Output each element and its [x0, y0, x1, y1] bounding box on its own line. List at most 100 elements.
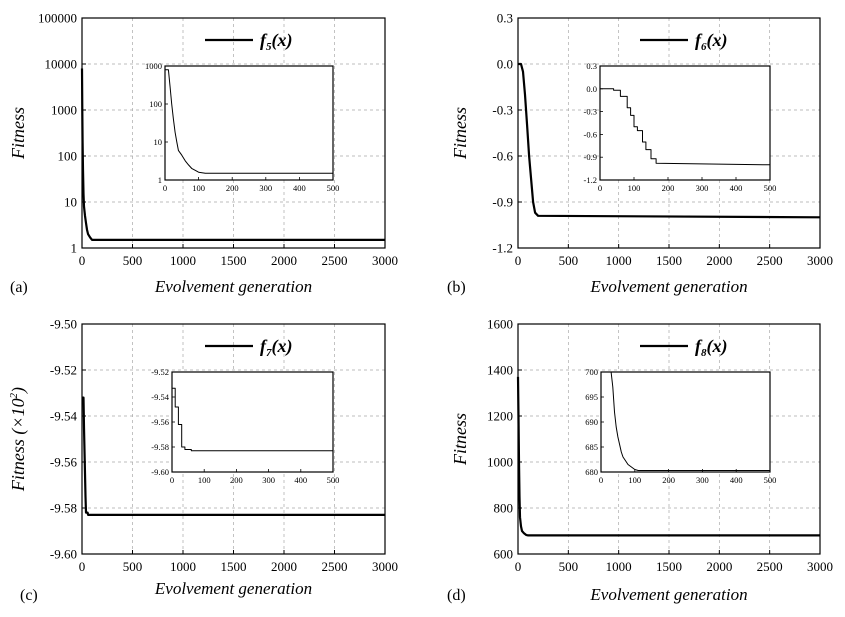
y-tick-label: -9.56 [50, 455, 78, 470]
y-axis-label: Fitness [450, 107, 470, 160]
y-tick-label: 10 [64, 195, 77, 210]
x-tick-label: 0 [79, 559, 86, 574]
inset-y-tick-label: 690 [585, 417, 598, 427]
inset-x-tick-label: 200 [662, 183, 675, 193]
legend: f6(x) [640, 30, 728, 53]
x-tick-label: 1500 [221, 559, 247, 574]
series-line-0 [80, 68, 385, 241]
inset-y-tick-label: 1 [158, 175, 162, 185]
inset-x-tick-label: 500 [327, 475, 340, 485]
legend: f7(x) [205, 336, 293, 359]
series-line-0 [516, 376, 820, 537]
x-tick-label: 1000 [606, 253, 632, 268]
x-tick-label: 2000 [706, 559, 732, 574]
inset-x-tick-label: 500 [327, 183, 340, 193]
inset-c: 0 100 200 300 400 500 -9.60 -9.58 -9.56 -9.54 -9.5… [151, 367, 339, 485]
y-tick-label: -1.2 [492, 241, 513, 256]
inset-y-tick-label: 685 [585, 442, 598, 452]
inset-x-tick-label: 100 [628, 183, 641, 193]
panel-label: (c) [20, 587, 38, 604]
inset-x-tick-label: 400 [730, 475, 743, 485]
inset-y-tick-label: 700 [585, 367, 598, 377]
plot-frame [517, 17, 821, 249]
x-tick-label: 2500 [757, 559, 783, 574]
series-line-0 [518, 62, 821, 219]
x-tick-label: 1500 [656, 559, 682, 574]
x-tick-label: 500 [123, 253, 143, 268]
inset-x-tick-label: 0 [599, 475, 603, 485]
inset-series-line-0 [172, 387, 333, 452]
inset-y-tick-label: -1.2 [584, 175, 597, 185]
y-tick-label: -0.6 [492, 149, 513, 164]
plot-frame [517, 323, 821, 555]
x-axis-label: Evolvement generation [154, 579, 312, 598]
legend-tail: (x) [272, 30, 293, 51]
inset-y-tick-label: 0.0 [586, 84, 597, 94]
x-tick-label: 1500 [221, 253, 247, 268]
inset-d: 0 100 200 300 400 500 680 685 690 695 700 [585, 367, 776, 485]
x-tick-label: 1000 [170, 253, 196, 268]
panel-label: (b) [447, 279, 466, 296]
x-axis-label: Evolvement generation [154, 277, 312, 296]
x-tick-label: 2000 [271, 253, 297, 268]
x-tick-label: 0 [515, 253, 522, 268]
legend: f5(x) [205, 30, 293, 53]
x-tick-label: 3000 [807, 559, 833, 574]
legend-label: f8(x) [695, 336, 728, 359]
panel-b: 0 500 1000 1500 2000 2500 3000-1.2-0.9-0.6-0.3… [447, 11, 833, 297]
inset-b: 0 100 200 300 400 500 -1.2 -0.9 -0.6 -0.3 0.0 0.3 [584, 61, 777, 193]
y-tick-label: 100 [58, 149, 78, 164]
legend-sub: 7 [266, 347, 272, 359]
y-tick-label: 600 [494, 547, 514, 562]
y-axis-label: Fitness [8, 107, 28, 160]
x-tick-label: 2500 [757, 253, 783, 268]
inset-y-tick-label: -0.9 [584, 152, 597, 162]
plot-frame [81, 17, 386, 249]
y-axis-label-main: Fitness (×10 [8, 398, 29, 492]
y-axis-label: Fitness [450, 413, 470, 466]
inset-x-tick-label: 300 [262, 475, 275, 485]
inset-y-tick-label: -9.58 [151, 442, 169, 452]
inset-y-tick-label: -0.6 [584, 129, 597, 139]
y-axis-label-tail: ) [8, 387, 29, 394]
y-tick-label: 1200 [487, 409, 513, 424]
inset-frame-bg [600, 371, 771, 473]
x-tick-label: 0 [515, 559, 522, 574]
inset-x-tick-label: 400 [294, 475, 307, 485]
inset-x-tick-label: 0 [598, 183, 602, 193]
inset-a: 0 100 200 300 400 500 1 10 100 1000 [145, 61, 339, 193]
x-tick-label: 2500 [322, 559, 348, 574]
y-tick-label: 1600 [487, 317, 513, 332]
legend-sub: 5 [266, 41, 272, 53]
panel-label: (d) [447, 587, 466, 604]
y-tick-label: -9.54 [50, 409, 78, 424]
x-tick-label: 500 [559, 559, 579, 574]
y-axis-label-main: Fitness [450, 107, 470, 160]
y-tick-label: 100000 [38, 11, 77, 26]
y-tick-label: -9.52 [50, 363, 77, 378]
y-tick-label: 10000 [45, 57, 78, 72]
y-tick-label: 1 [71, 241, 78, 256]
panel-c: 0 500 1000 1500 2000 2500 3000-9.60-9.58-9.56-… [8, 317, 398, 605]
legend-base: f [260, 336, 268, 356]
inset-y-tick-label: 100 [149, 99, 162, 109]
legend-label: f5(x) [260, 30, 293, 53]
inset-x-tick-label: 300 [259, 183, 272, 193]
inset-x-tick-label: 200 [226, 183, 239, 193]
legend-sub: 6 [701, 41, 707, 53]
inset-x-tick-label: 300 [696, 183, 709, 193]
y-axis-label: Fitness (×102) [8, 387, 29, 492]
inset-y-tick-label: -9.52 [151, 367, 169, 377]
inset-frame-bg [599, 65, 771, 181]
x-tick-label: 3000 [807, 253, 833, 268]
inset-y-tick-label: 10 [154, 137, 163, 147]
legend-tail: (x) [272, 336, 293, 357]
x-axis-label: Evolvement generation [589, 277, 747, 296]
inset-y-tick-label: -9.56 [151, 417, 169, 427]
legend-tail: (x) [707, 336, 728, 357]
y-axis-label-sup: 2 [8, 392, 20, 398]
inset-x-tick-label: 400 [293, 183, 306, 193]
panel-label: (a) [10, 279, 28, 296]
inset-x-tick-label: 300 [696, 475, 709, 485]
